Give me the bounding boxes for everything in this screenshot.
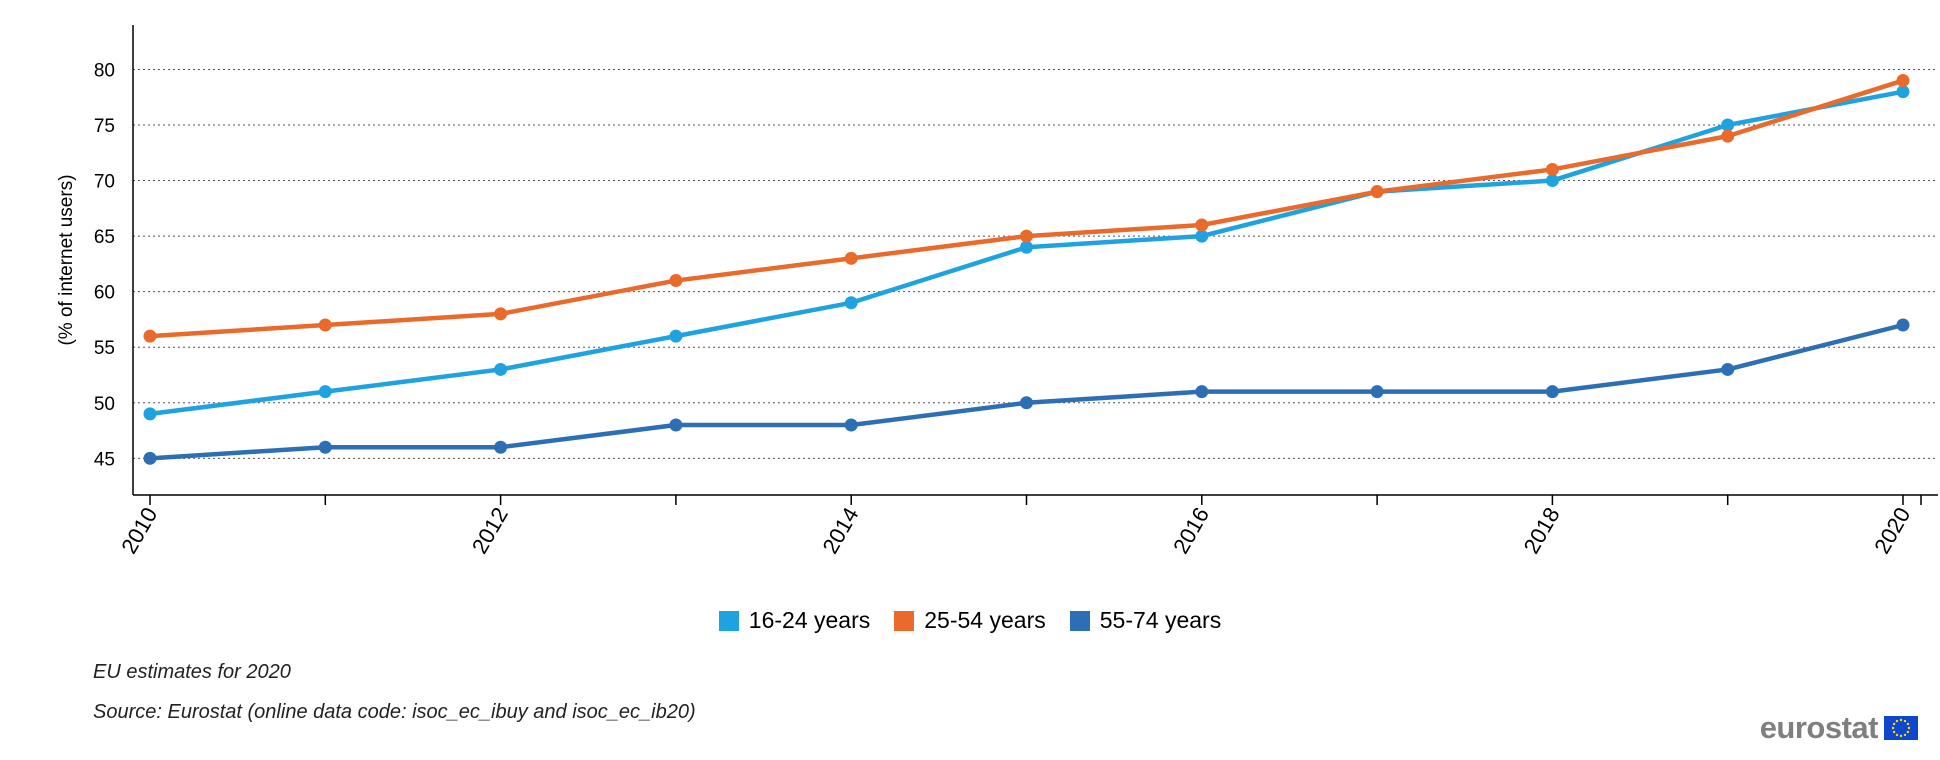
legend: 16-24 years 25-54 years 55-74 years: [0, 607, 1940, 634]
axes: [132, 25, 1938, 496]
data-point: [844, 418, 858, 432]
x-tick-label: 2010: [116, 503, 162, 558]
y-tick-label: 65: [94, 227, 115, 248]
data-point: [494, 440, 508, 454]
data-point: [318, 440, 332, 454]
legend-label: 55-74 years: [1099, 607, 1222, 633]
data-point: [143, 329, 157, 343]
data-point: [1195, 218, 1209, 232]
estimate-note: EU estimates for 2020: [93, 661, 291, 683]
eurostat-logo: eurostat: [1760, 710, 1918, 746]
data-point: [1545, 162, 1559, 176]
data-point: [1195, 229, 1209, 243]
x-tick-label: 2020: [1869, 503, 1915, 558]
data-point: [1370, 385, 1384, 399]
data-point: [1721, 362, 1735, 376]
y-tick-label: 50: [94, 394, 115, 415]
legend-swatch: [718, 610, 739, 631]
series-line: [149, 322, 1904, 461]
legend-label: 16-24 years: [748, 607, 871, 633]
x-tick-label: 2018: [1519, 503, 1565, 558]
data-point: [844, 296, 858, 310]
data-point: [1020, 229, 1033, 243]
data-point: [494, 307, 508, 321]
logo-text: eurostat: [1759, 710, 1879, 745]
data-point: [143, 407, 157, 421]
data-point: [1721, 129, 1735, 143]
data-point: [669, 274, 683, 288]
data-point: [1896, 318, 1910, 332]
data-point: [318, 385, 332, 399]
data-point: [494, 362, 508, 376]
legend-item: 25-54 years: [894, 607, 1046, 634]
eu-flag-icon: [1884, 716, 1918, 740]
series-3: [143, 318, 1910, 465]
x-tick-label: 2014: [817, 503, 863, 558]
data-point: [1545, 174, 1559, 188]
y-axis-title: (% of internet users): [56, 174, 77, 345]
data-point: [844, 251, 858, 265]
y-tick-label: 80: [94, 60, 115, 81]
legend-item: 16-24 years: [718, 607, 871, 634]
data-point: [1896, 85, 1910, 99]
x-axis-ticks: 2010 2012 2014 2016 2018 2020: [116, 495, 1922, 558]
data-point: [1896, 74, 1910, 88]
legend-swatch: [894, 610, 915, 631]
data-point: [1370, 185, 1384, 199]
y-tick-label: 55: [94, 338, 115, 359]
source-note: Source: Eurostat (online data code: isoc…: [93, 701, 696, 723]
series-2: [143, 74, 1910, 343]
y-tick-label: 45: [94, 449, 115, 470]
x-tick-label: 2016: [1168, 503, 1214, 558]
gridlines: [133, 68, 1938, 459]
data-point: [143, 451, 157, 465]
x-tick-label: 2012: [467, 503, 513, 558]
data-point: [1020, 396, 1033, 410]
series-line: [149, 78, 1904, 339]
data-point: [318, 318, 332, 332]
y-axis-ticks: 45 50 55 60 65 70 75 80: [94, 60, 115, 470]
data-point: [1721, 118, 1735, 132]
y-tick-label: 75: [94, 116, 115, 137]
legend-item: 55-74 years: [1069, 607, 1222, 634]
data-point: [669, 329, 683, 343]
data-point: [1195, 385, 1209, 399]
y-tick-label: 70: [94, 172, 115, 193]
data-point: [1020, 240, 1033, 254]
y-tick-label: 60: [94, 283, 115, 304]
legend-swatch: [1069, 610, 1090, 631]
data-point: [1545, 385, 1559, 399]
data-point: [669, 418, 683, 432]
series-group: [143, 74, 1910, 465]
line-chart: 45 50 55 60 65 70 75 80 2010 2012 2014 2016 2018 202…: [56, 25, 1938, 558]
series-1: [143, 85, 1910, 421]
legend-label: 25-54 years: [924, 607, 1046, 633]
